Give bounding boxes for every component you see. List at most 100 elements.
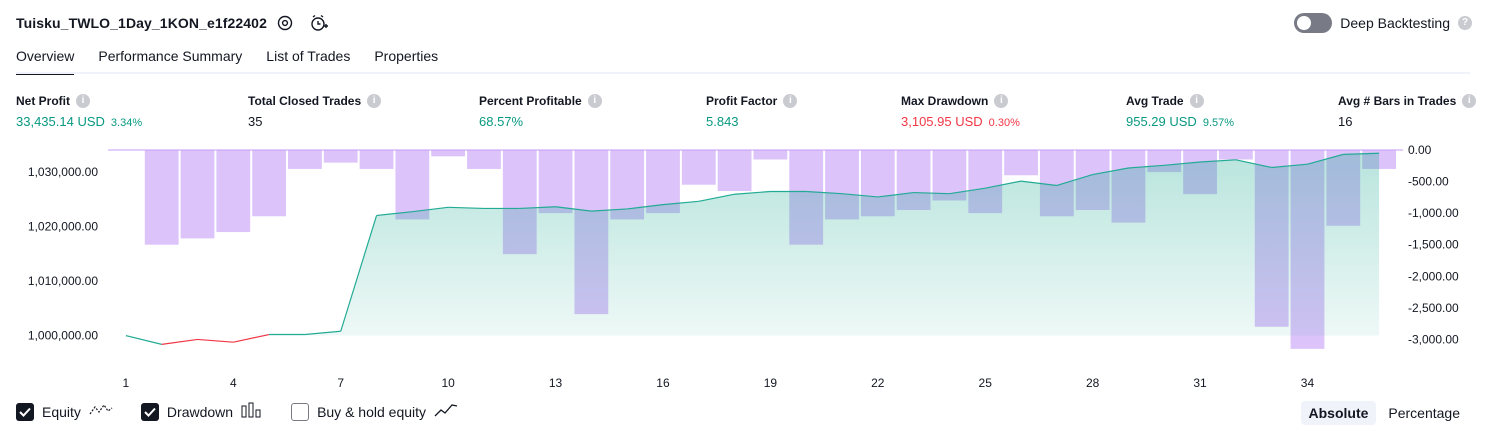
- right-axis-tick-label: -2,500.00: [1408, 301, 1459, 315]
- equity-line-segment: [197, 338, 234, 343]
- metric-percent: 9.57%: [1202, 117, 1235, 129]
- info-icon[interactable]: i: [994, 94, 1009, 108]
- help-icon[interactable]: ?: [1458, 16, 1472, 30]
- drawdown-bar: [323, 150, 358, 163]
- strategy-title: Tuisku_TWLO_1Day_1KON_e1f22402: [16, 15, 267, 31]
- equity-line-segment: [1056, 173, 1093, 187]
- equity-line-segment: [1164, 161, 1201, 166]
- legend-equity[interactable]: Equity: [16, 402, 113, 421]
- metric-total-closed-trades: Total Closed Trades i 35: [248, 94, 382, 129]
- left-axis-tick-label: 1,030,000.00: [28, 165, 98, 179]
- equity-line-segment: [949, 187, 986, 195]
- info-icon[interactable]: i: [367, 94, 382, 108]
- equity-line-segment: [698, 193, 735, 202]
- drawdown-bar: [180, 150, 215, 239]
- right-axis-tick-label: -1,000.00: [1408, 206, 1459, 220]
- x-axis-tick-label: 34: [1301, 376, 1315, 390]
- equity-line-segment: [1020, 180, 1057, 187]
- x-axis-tick-label: 4: [230, 376, 237, 390]
- metric-avg-trade: Avg Trade i 955.29 USD 9.57%: [1126, 94, 1234, 129]
- drawdown-checkbox[interactable]: [140, 402, 159, 421]
- equity-line-segment: [304, 330, 341, 336]
- metric-net-profit: Net Profit i 33,435.14 USD 3.34%: [16, 94, 142, 129]
- equity-line-segment: [519, 206, 556, 210]
- settings-icon[interactable]: [275, 13, 295, 33]
- metric-percent-profitable: Percent Profitable i 68.57%: [479, 94, 602, 129]
- equity-line-segment: [340, 215, 378, 332]
- metric-percent: 3.34%: [110, 117, 143, 129]
- buy-hold-line-icon: [434, 402, 458, 421]
- equity-line-segment: [806, 190, 843, 195]
- info-icon[interactable]: i: [1189, 94, 1204, 108]
- equity-line-segment: [448, 206, 484, 210]
- drawdown-bar: [753, 150, 788, 160]
- metric-value: 33,435.14 USD: [16, 114, 105, 129]
- drawdown-bar: [109, 150, 143, 151]
- absolute-button[interactable]: Absolute: [1300, 401, 1377, 425]
- right-axis-tick-label: -3,000.00: [1408, 332, 1459, 346]
- x-axis-tick-label: 22: [871, 376, 885, 390]
- equity-line-segment: [1343, 152, 1380, 155]
- drawdown-bar: [538, 150, 573, 214]
- x-axis-tick-label: 1: [123, 376, 130, 390]
- legend-drawdown[interactable]: Drawdown: [140, 402, 263, 421]
- info-icon[interactable]: i: [783, 94, 798, 108]
- tab-list-of-trades[interactable]: List of Trades: [266, 48, 351, 64]
- equity-checkbox[interactable]: [16, 402, 34, 421]
- left-axis-tick-label: 1,020,000.00: [28, 219, 98, 233]
- x-axis-tick-label: 10: [441, 376, 455, 390]
- right-axis-tick-label: -2,000.00: [1408, 269, 1459, 283]
- equity-line-segment: [1200, 159, 1236, 163]
- left-axis-tick-label: 1,000,000.00: [28, 329, 98, 343]
- equity-line-segment: [627, 203, 664, 210]
- equity-line-segment: [841, 193, 878, 198]
- drawdown-bar: [1004, 150, 1038, 176]
- tab-bar: Overview Performance Summary List of Tra…: [16, 48, 438, 75]
- chart-legend: Equity Drawdown Buy & hold equity: [16, 402, 486, 421]
- x-axis-tick-label: 13: [549, 376, 563, 390]
- drawdown-bar: [717, 150, 752, 192]
- metric-avg-bars-in-trades: Avg # Bars in Trades i 16: [1338, 94, 1477, 129]
- info-icon[interactable]: i: [1462, 94, 1477, 108]
- equity-line-segment: [913, 191, 950, 195]
- legend-label: Drawdown: [166, 403, 234, 420]
- metric-value: 955.29 USD: [1126, 114, 1197, 129]
- equity-area: [125, 152, 1380, 345]
- equity-line-segment: [555, 206, 592, 212]
- right-axis-tick-label: -1,500.00: [1408, 238, 1459, 252]
- info-icon[interactable]: i: [587, 94, 602, 108]
- tab-divider: [16, 72, 1470, 74]
- percentage-button[interactable]: Percentage: [1388, 405, 1460, 421]
- drawdown-bar: [646, 150, 680, 214]
- metric-value: 16: [1338, 114, 1353, 129]
- x-axis: 1 4 7 10 13 16 19 22 25 28 31 34: [123, 376, 1315, 390]
- x-axis-tick-label: 31: [1193, 376, 1207, 390]
- metric-label: Avg Trade: [1126, 94, 1184, 108]
- legend-buy-hold[interactable]: Buy & hold equity: [291, 402, 458, 421]
- drawdown-bar: [1218, 150, 1253, 160]
- x-axis-tick-label: 28: [1086, 376, 1100, 390]
- equity-line-segment: [161, 338, 198, 345]
- tab-properties[interactable]: Properties: [374, 48, 439, 64]
- drawdown-bars-icon: [241, 402, 263, 421]
- right-axis: 0.00 -500.00 -1,000.00 -1,500.00 -2,000.00 -2…: [1408, 143, 1459, 346]
- equity-line-segment: [1271, 163, 1308, 169]
- deep-backtesting-toggle[interactable]: [1294, 13, 1333, 33]
- equity-line-segment: [233, 333, 270, 343]
- buy-hold-checkbox[interactable]: [291, 402, 310, 421]
- tab-overview[interactable]: Overview: [16, 48, 75, 75]
- equity-line-segment: [412, 206, 449, 213]
- tab-performance-summary[interactable]: Performance Summary: [98, 48, 243, 64]
- equity-line-segment: [985, 180, 1022, 189]
- metric-value: 35: [248, 114, 263, 129]
- right-axis-tick-label: -500.00: [1408, 175, 1449, 189]
- legend-label: Buy & hold equity: [317, 403, 427, 420]
- equity-line-segment: [662, 200, 699, 206]
- add-alert-icon[interactable]: [309, 13, 329, 33]
- info-icon[interactable]: i: [76, 94, 90, 108]
- equity-line-segment: [591, 208, 628, 212]
- equity-line-segment: [1092, 167, 1129, 176]
- right-axis-tick-label: 0.00: [1408, 143, 1432, 157]
- x-axis-tick-label: 25: [979, 376, 993, 390]
- equity-drawdown-chart[interactable]: 1,030,000.00 1,020,000.00 1,010,000.00 1,00…: [0, 140, 1486, 398]
